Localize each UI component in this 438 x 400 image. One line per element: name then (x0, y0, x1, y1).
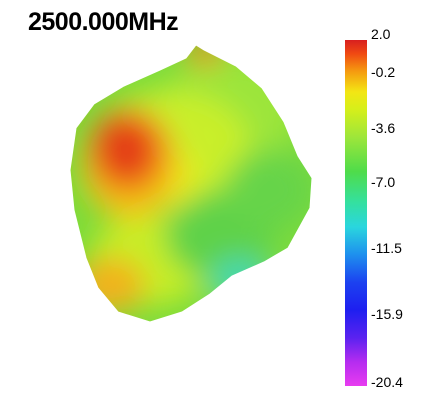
field-heatmap-plot (69, 44, 313, 323)
colorbar-label-min: -20.4 (371, 374, 403, 390)
frequency-title: 2500.000MHz (28, 8, 179, 36)
colorbar-label: -0.2 (371, 64, 396, 80)
colorbar-label: -11.5 (371, 240, 402, 256)
colorbar-label: -7.0 (371, 174, 396, 190)
colorbar-label-max: 2.0 (371, 26, 391, 42)
colorbar-label: -3.6 (371, 120, 396, 136)
blob-outline (69, 44, 313, 323)
blob-surface (70, 45, 312, 322)
colorbar-label: -15.9 (371, 306, 403, 322)
colorbar (345, 40, 367, 386)
